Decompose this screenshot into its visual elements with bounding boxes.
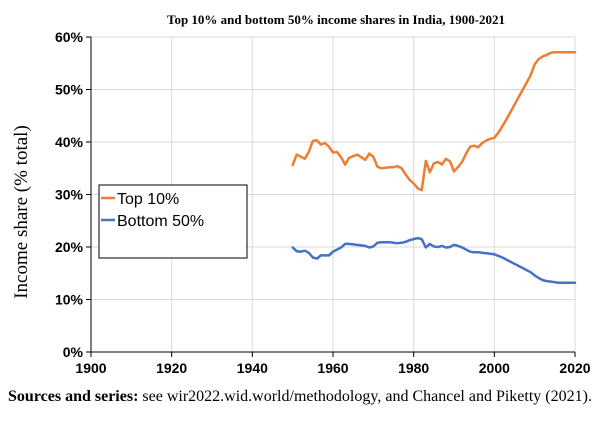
y-tick-label: 20% [55,239,84,255]
axes [86,36,576,357]
y-tick-label: 0% [63,344,84,360]
caption-text: see wir2022.wid.world/methodology, and C… [138,388,592,405]
legend-label-bottom-50: Bottom 50% [117,213,204,230]
chart: Top 10% and bottom 50% income shares in … [11,12,591,376]
x-tick-label: 1900 [75,360,106,376]
caption-label: Sources and series: [8,388,139,405]
legend-box [98,184,248,259]
y-tick-label: 30% [55,187,84,203]
tick-labels: 1900 1920 1940 1960 1980 2000 2020 0% 10% 20% 30% 4… [55,29,591,376]
y-tick-label: 40% [55,134,84,150]
series-lines [291,50,577,284]
y-tick-label: 50% [55,82,84,98]
legend: Top 10% Bottom 50% [98,184,248,259]
series-line-top-10 [291,50,577,192]
x-tick-label: 1980 [398,360,429,376]
series-line-bottom-50 [291,236,577,284]
legend-label-top-10: Top 10% [117,191,179,208]
chart-title: Top 10% and bottom 50% income shares in … [167,12,505,27]
y-tick-label: 10% [55,292,84,308]
x-tick-label: 1940 [237,360,268,376]
x-tick-label: 1920 [156,360,187,376]
x-tick-label: 2000 [479,360,510,376]
x-tick-label: 1960 [317,360,348,376]
x-tick-label: 2020 [559,360,590,376]
source-caption: Sources and series: see wir2022.wid.worl… [0,386,600,407]
y-axis-label: Income share (% total) [11,125,32,299]
y-tick-label: 60% [55,29,84,45]
